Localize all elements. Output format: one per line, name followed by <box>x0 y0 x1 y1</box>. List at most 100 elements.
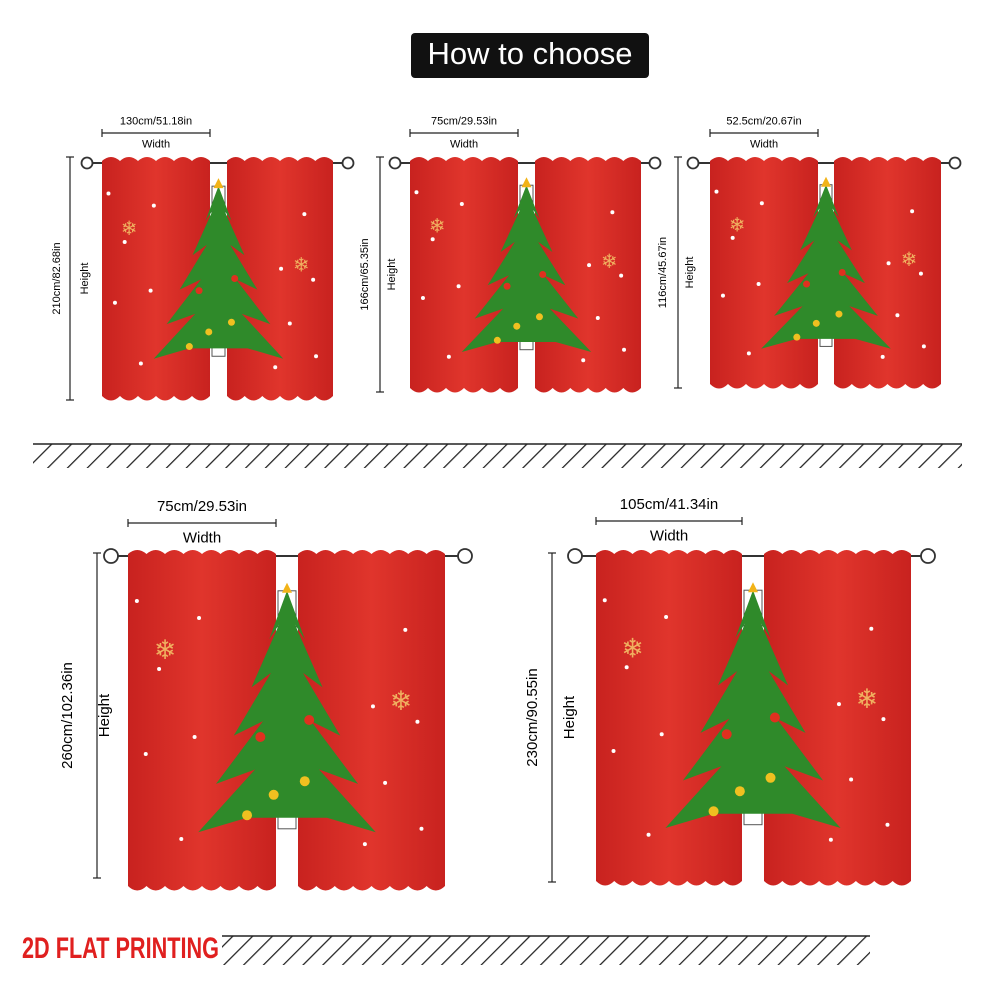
ornament <box>535 313 543 321</box>
snow-dot <box>362 842 367 847</box>
ornament <box>734 786 745 797</box>
tree-star <box>748 582 758 593</box>
snow-dot <box>664 615 669 619</box>
tree-print <box>461 185 592 353</box>
ornament <box>268 789 279 800</box>
tree-star <box>213 178 224 189</box>
snow-dot <box>646 832 651 837</box>
ornament <box>793 333 801 341</box>
snow-dot <box>414 190 419 195</box>
snow-dot <box>370 704 375 709</box>
snowflake: ❄ <box>429 216 446 238</box>
ornament <box>255 732 266 742</box>
rod-finial <box>103 548 119 564</box>
snow-dot <box>885 822 890 827</box>
snow-dot <box>746 351 751 356</box>
snow-dot <box>624 665 629 670</box>
snow-dot <box>279 266 284 271</box>
snowflake: ❄ <box>121 218 138 240</box>
snow-dot <box>611 749 616 753</box>
height-label: 230cm/90.55in <box>524 668 541 766</box>
tree-print <box>665 590 841 829</box>
height-label: 166cm/65.35in <box>359 238 371 310</box>
height-word: Height <box>96 693 113 737</box>
ornament <box>539 271 547 278</box>
width-word: Width <box>450 138 478 150</box>
divider-hatch <box>33 444 962 468</box>
footer-text: 2D FLAT PRINTING <box>22 932 219 965</box>
snow-dot <box>459 202 464 206</box>
height-word: Height <box>684 257 696 289</box>
tree-print <box>153 186 284 359</box>
ornament <box>803 280 811 288</box>
snow-dot <box>610 210 615 215</box>
snow-dot <box>886 261 891 266</box>
snow-dot <box>587 263 592 268</box>
snow-dot <box>403 627 408 632</box>
snow-dot <box>151 203 156 208</box>
title-box <box>411 33 649 78</box>
tree-print <box>761 184 891 349</box>
snow-dot <box>921 344 926 349</box>
width-word: Width <box>650 528 688 545</box>
width-label: 75cm/29.53in <box>431 115 497 127</box>
rod-finial <box>388 156 402 170</box>
rod-finial <box>80 156 94 170</box>
ornament <box>765 772 776 783</box>
ornament <box>227 318 235 326</box>
snow-dot <box>622 347 627 352</box>
ornament <box>812 319 820 327</box>
rod-finial <box>457 548 473 564</box>
rod-finial <box>686 156 700 170</box>
width-word: Width <box>142 138 170 150</box>
snow-dot <box>148 288 153 293</box>
snow-dot <box>383 780 388 785</box>
snow-dot <box>881 717 886 722</box>
snow-dot <box>157 667 162 671</box>
ornament <box>231 275 239 282</box>
snow-dot <box>828 837 833 842</box>
snow-dot <box>143 752 148 756</box>
snow-dot <box>714 189 719 194</box>
snow-dot <box>836 702 841 707</box>
ornament <box>769 712 780 723</box>
width-label: 52.5cm/20.67in <box>726 115 801 127</box>
snow-dot <box>179 837 184 841</box>
width-label: 105cm/41.34in <box>620 496 718 513</box>
snowflake: ❄ <box>293 255 310 277</box>
ornament <box>493 336 501 344</box>
rod-finial <box>341 156 355 170</box>
tree-star <box>521 177 532 188</box>
snow-dot <box>880 354 885 359</box>
snowflake: ❄ <box>729 215 746 237</box>
height-label: 116cm/45.67in <box>657 237 669 308</box>
ornament <box>513 322 521 330</box>
height-word: Height <box>561 695 578 739</box>
snowflake: ❄ <box>154 635 177 665</box>
snow-dot <box>134 599 139 603</box>
snow-dot <box>197 616 202 620</box>
ornament <box>708 806 719 817</box>
height-label: 260cm/102.36in <box>59 662 76 769</box>
ornament <box>838 269 846 276</box>
snowflake: ❄ <box>390 686 413 716</box>
snow-dot <box>720 293 725 298</box>
width-word: Width <box>750 138 778 150</box>
snow-dot <box>106 191 111 196</box>
ornament <box>242 810 253 821</box>
snow-dot <box>419 826 424 831</box>
snow-dot <box>420 296 425 300</box>
snow-dot <box>122 240 127 245</box>
snow-dot <box>287 321 292 326</box>
tree-print <box>198 590 376 833</box>
footer-hatch <box>222 936 870 965</box>
snowflake: ❄ <box>621 634 644 664</box>
width-label: 130cm/51.18in <box>120 115 192 127</box>
ornament <box>299 776 310 787</box>
width-label: 75cm/29.53in <box>157 498 247 515</box>
snow-dot <box>192 735 197 739</box>
rod-finial <box>920 548 936 564</box>
snow-dot <box>659 732 664 737</box>
snow-dot <box>314 354 319 359</box>
height-word: Height <box>79 263 91 295</box>
